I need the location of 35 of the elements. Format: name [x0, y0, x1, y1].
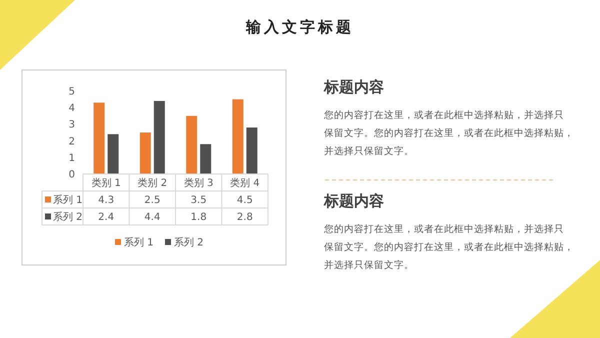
- bar: [232, 99, 244, 174]
- y-tick-label: 4: [68, 103, 75, 114]
- y-tick-label: 3: [68, 120, 75, 131]
- x-tick-label: 类别 2: [138, 177, 168, 189]
- x-tick-label: 类别 1: [91, 177, 121, 189]
- x-tick-label: 类别 4: [230, 177, 260, 189]
- bar: [186, 116, 198, 174]
- bar: [108, 134, 119, 174]
- data-label: 2.5: [144, 195, 160, 206]
- data-label: 1.8: [190, 212, 207, 223]
- data-label: 4.3: [98, 195, 114, 206]
- text: 系列 2: [174, 238, 204, 248]
- text: 您的内容打在这里，或者在此框中选择粘贴，并选择只保留文字。您的内容打在这里，或者在此框中选择粘贴，并选择只保留文字。: [323, 223, 574, 271]
- data-label: 2.4: [98, 212, 114, 223]
- bar: [140, 132, 151, 174]
- text: 系列 1: [124, 238, 154, 248]
- text: 输入文字标题: [245, 18, 354, 36]
- legend-label: 系列 1: [53, 194, 83, 206]
- y-tick-label: 5: [68, 86, 75, 98]
- y-tick-label: 2: [68, 136, 75, 148]
- bar: [246, 128, 258, 174]
- y-tick-label: 1: [68, 152, 75, 164]
- data-label: 4.4: [144, 212, 160, 223]
- x-tick-label: 类别 3: [184, 177, 214, 189]
- legend-label: 系列 2: [53, 211, 83, 223]
- data-label: 4.5: [236, 195, 253, 206]
- text: 您的内容打在这里，或者在此框中选择粘贴，并选择只保留文字。您的内容打在这里，或者在此框中选择粘贴，并选择只保留文字。: [323, 109, 574, 157]
- text: 标题内容: [323, 78, 384, 96]
- bar: [154, 100, 165, 174]
- bar: [200, 144, 212, 174]
- data-label: 3.5: [190, 195, 207, 206]
- y-tick-label: 0: [68, 170, 75, 180]
- data-label: 2.8: [236, 212, 253, 223]
- text: 标题内容: [323, 192, 384, 210]
- bar: [94, 102, 105, 174]
